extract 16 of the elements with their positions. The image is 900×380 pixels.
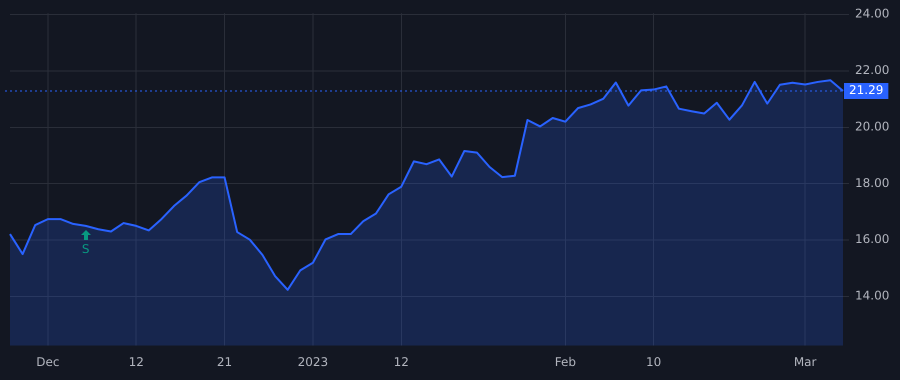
y-tick-label: 16.00 [855,232,890,246]
x-tick-label: 12 [128,354,144,369]
x-tick-label: 2023 [298,354,328,369]
y-tick-label: 24.00 [855,6,890,21]
ref-line-label: 21.29 [849,83,884,98]
x-tick-label: Mar [794,354,817,369]
y-tick-label: 22.00 [855,63,890,78]
y-tick-label: 18.00 [855,176,890,190]
y-tick-label: 14.00 [855,288,890,302]
y-tick-label: 20.00 [855,119,890,134]
annotation: S [82,242,90,256]
x-tick-label: Feb [554,354,576,369]
x-tick-label: 10 [646,354,662,369]
x-tick-label: 12 [394,354,409,369]
x-tick-label: 21 [216,354,232,369]
x-tick-label: Dec [36,354,60,369]
